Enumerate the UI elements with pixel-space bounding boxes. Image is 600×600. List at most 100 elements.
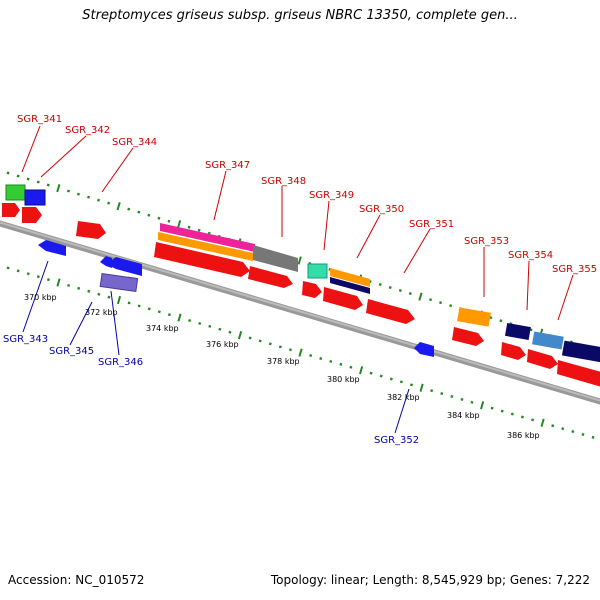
gene-box-sgr-349-teal[interactable] <box>307 263 328 279</box>
gene-box-sgr-353-orange[interactable] <box>457 307 491 327</box>
minor-tick <box>398 289 402 293</box>
minor-tick <box>167 219 171 223</box>
gene-arrow-red-1[interactable] <box>2 203 20 217</box>
gene-label-sgr-344[interactable]: SGR_344 <box>112 137 157 148</box>
minor-tick <box>157 216 161 220</box>
gene-bar-sgr-347-orange[interactable] <box>158 232 253 261</box>
minor-tick <box>489 316 493 320</box>
gene-box-sgr-341[interactable] <box>5 184 26 201</box>
gene-label-sgr-345[interactable]: SGR_345 <box>49 346 94 357</box>
minor-tick <box>500 409 504 413</box>
gene-label-sgr-352[interactable]: SGR_352 <box>374 435 419 446</box>
gene-arrow-red-2[interactable] <box>22 207 42 223</box>
minor-tick <box>97 198 101 202</box>
gene-box-sgr-342[interactable] <box>24 189 46 206</box>
gene-label-sgr-353[interactable]: SGR_353 <box>464 236 509 247</box>
major-tick <box>419 383 424 392</box>
minor-tick <box>388 286 392 290</box>
major-tick <box>298 348 303 357</box>
minor-tick <box>470 400 474 404</box>
minor-tick <box>127 301 131 305</box>
gene-arrow-sgr-354-red[interactable] <box>527 349 558 369</box>
minor-tick <box>319 357 323 361</box>
minor-tick <box>450 394 454 398</box>
scale-label: 384 kbp <box>447 411 480 420</box>
minor-tick <box>499 319 503 323</box>
gene-box-steel[interactable] <box>532 331 564 350</box>
scale-label: 376 kbp <box>206 340 239 349</box>
bottom-gene-labels: SGR_343 SGR_345 SGR_346 SGR_352 <box>3 334 419 446</box>
major-tick <box>177 313 182 322</box>
minor-tick <box>198 321 202 325</box>
gene-label-sgr-354[interactable]: SGR_354 <box>508 250 553 261</box>
gene-arrow-sgr-353-red[interactable] <box>452 327 484 346</box>
minor-tick <box>218 327 222 331</box>
minor-tick <box>591 435 595 439</box>
gene-arrow-sgr-345-blue[interactable] <box>106 257 142 276</box>
gene-label-sgr-341[interactable]: SGR_341 <box>17 114 62 125</box>
minor-tick <box>16 269 20 273</box>
gene-bar-sgr-350-orange[interactable] <box>330 268 370 287</box>
minor-tick <box>26 272 30 276</box>
gene-arrow-sgr-355-red[interactable] <box>557 360 600 388</box>
minor-tick <box>26 177 30 181</box>
major-tick <box>359 366 364 375</box>
major-tick <box>297 256 302 265</box>
minor-tick <box>77 286 81 290</box>
minor-tick <box>379 374 383 378</box>
minor-tick <box>439 301 443 305</box>
minor-tick <box>531 418 535 422</box>
scale-label: 382 kbp <box>387 393 420 402</box>
minor-tick <box>369 371 373 375</box>
minor-tick <box>187 225 191 229</box>
gene-label-sgr-347[interactable]: SGR_347 <box>205 160 250 171</box>
minor-tick <box>87 195 91 199</box>
minor-tick <box>460 397 464 401</box>
gene-arrow-sgr-351-red[interactable] <box>366 299 415 324</box>
minor-tick <box>520 415 524 419</box>
gene-label-sgr-343[interactable]: SGR_343 <box>3 334 48 345</box>
minor-tick <box>309 354 313 358</box>
minor-tick <box>339 362 343 366</box>
scale-label: 386 kbp <box>507 431 540 440</box>
minor-tick <box>449 304 453 308</box>
gene-label-sgr-342[interactable]: SGR_342 <box>65 125 110 136</box>
minor-tick <box>288 348 292 352</box>
gene-bar-sgr-348-gray[interactable] <box>253 245 298 272</box>
gene-arrow-sgr-348-red[interactable] <box>248 266 293 288</box>
gene-arrow-sgr-352-blue[interactable] <box>414 342 434 357</box>
minor-tick <box>46 183 50 187</box>
gene-box-sgr-354-navy[interactable] <box>504 323 531 340</box>
minor-tick <box>147 213 151 217</box>
gene-label-sgr-355[interactable]: SGR_355 <box>552 264 597 275</box>
gene-box-sgr-355-navy[interactable] <box>561 340 600 363</box>
gene-label-sgr-349[interactable]: SGR_349 <box>309 190 354 201</box>
gene-arrow-red-5[interactable] <box>501 342 526 360</box>
lower-tick-track <box>0 261 595 439</box>
top-leader-lines <box>21 125 574 321</box>
minor-tick <box>268 342 272 346</box>
gene-arrow-sgr-350-red[interactable] <box>323 287 363 310</box>
gene-label-sgr-346[interactable]: SGR_346 <box>98 357 143 368</box>
minor-tick <box>197 228 201 232</box>
gene-arrow-red-3[interactable] <box>76 221 106 239</box>
major-tick <box>237 331 243 340</box>
scale-label: 370 kbp <box>24 293 57 302</box>
gene-bar-sgr-350-navy[interactable] <box>330 277 370 294</box>
gene-label-sgr-350[interactable]: SGR_350 <box>359 204 404 215</box>
gene-box-sgr-346-lavender[interactable] <box>99 272 139 293</box>
minor-tick <box>329 359 333 363</box>
minor-tick <box>278 345 282 349</box>
minor-tick <box>429 298 432 302</box>
gene-arrow-sgr-347-red[interactable] <box>154 242 250 277</box>
major-tick <box>116 202 121 211</box>
gene-arrow-sgr-343-blue[interactable] <box>38 240 66 256</box>
gene-arrow-red-4[interactable] <box>302 281 322 298</box>
gene-label-sgr-351[interactable]: SGR_351 <box>409 219 454 230</box>
minor-tick <box>389 377 393 381</box>
gene-label-sgr-348[interactable]: SGR_348 <box>261 176 306 187</box>
minor-tick <box>147 307 151 311</box>
gene-bar-sgr-347-magenta[interactable] <box>160 223 255 252</box>
minor-tick <box>561 427 565 431</box>
